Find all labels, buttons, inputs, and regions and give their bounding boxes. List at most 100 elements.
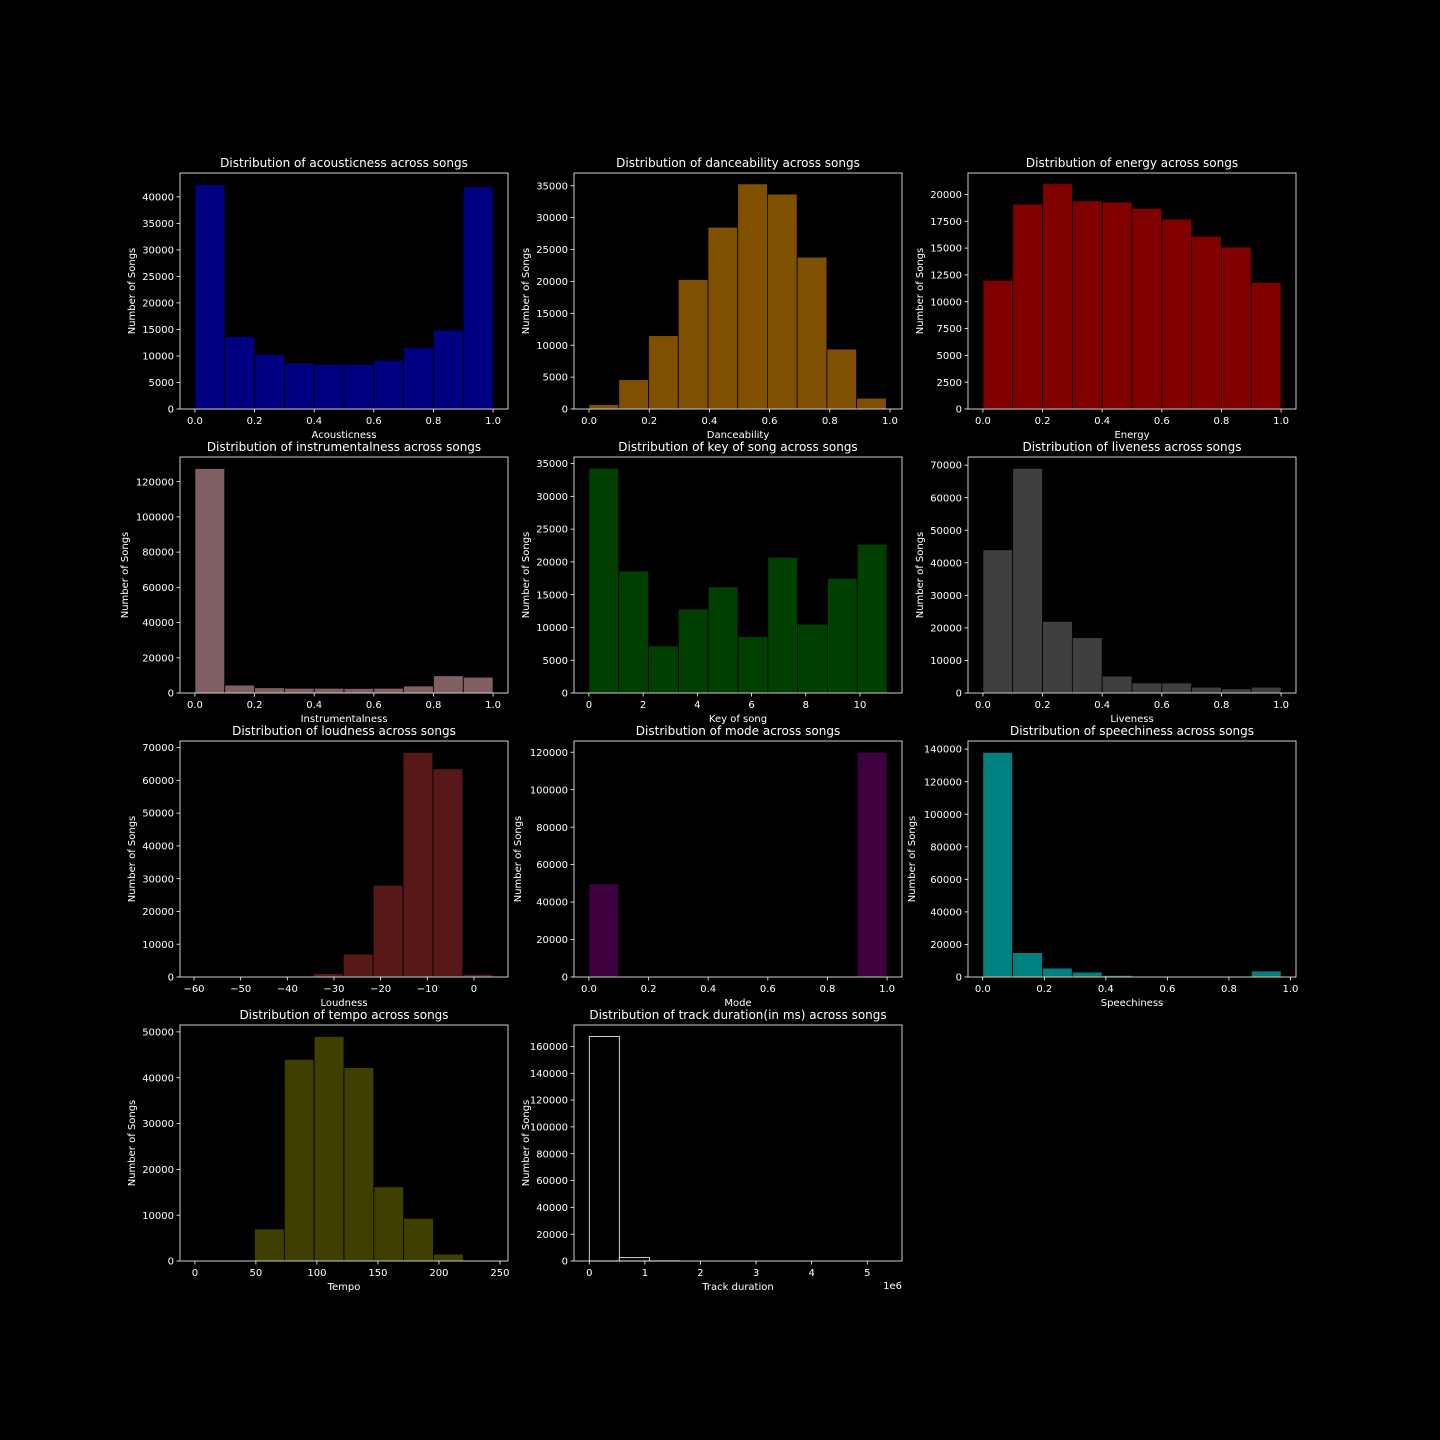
- histogram-bar: [737, 636, 769, 694]
- y-tick-label: 60000: [536, 860, 568, 871]
- y-tick-label: 60000: [142, 776, 174, 787]
- y-tick-label: 0: [168, 1257, 174, 1268]
- y-tick-label: 0: [168, 689, 174, 700]
- y-axis-label: Number of Songs: [907, 816, 918, 903]
- histogram-bar: [402, 752, 434, 978]
- y-tick-label: 25000: [142, 272, 174, 283]
- x-tick-label: 0.0: [187, 416, 203, 427]
- y-tick-label: 20000: [930, 940, 962, 951]
- histogram-bar: [1250, 686, 1282, 694]
- x-tick-label: 8: [803, 700, 809, 711]
- y-tick-label: 40000: [142, 192, 174, 203]
- chart-panel-2: 0.0 0.2 0.4 0.6 0.8 1.0 0 5000 10000 15000 20000 25…: [521, 156, 903, 441]
- y-axis-label: Number of Songs: [521, 1100, 532, 1187]
- x-tick-label: 1.0: [1273, 700, 1289, 711]
- x-axis-label: Danceability: [707, 430, 770, 441]
- y-tick-label: 15000: [142, 325, 174, 336]
- histogram-bar: [313, 1036, 345, 1262]
- axes-frame: [179, 740, 509, 978]
- y-tick-label: 35000: [536, 459, 568, 470]
- histogram-bar: [403, 347, 434, 410]
- y-tick-label: 5000: [543, 373, 568, 384]
- x-tick-label: 0.2: [247, 416, 263, 427]
- histogram-bar: [618, 570, 649, 694]
- histogram-bar: [767, 193, 798, 410]
- x-axis-label: Tempo: [327, 1282, 361, 1293]
- y-tick-label: 20000: [142, 653, 174, 664]
- x-tick-label: 250: [490, 1268, 509, 1279]
- x-tick-label: 100: [307, 1268, 326, 1279]
- histogram-bar: [856, 397, 887, 410]
- histogram-bar: [982, 751, 1014, 978]
- x-tick-label: −50: [230, 984, 251, 995]
- x-axis-label: Instrumentalness: [301, 714, 388, 725]
- x-tick-label: 0.6: [1154, 700, 1170, 711]
- histogram-bar: [342, 953, 374, 978]
- y-tick-label: 50000: [930, 526, 962, 537]
- x-tick-label: 0.4: [1098, 984, 1114, 995]
- x-tick-label: 0.2: [247, 700, 263, 711]
- x-tick-label: 0.8: [822, 416, 838, 427]
- y-tick-label: 20000: [142, 299, 174, 310]
- histogram-bar: [1161, 218, 1193, 410]
- y-tick-label: 20000: [536, 557, 568, 568]
- chart-title: Distribution of speechiness across songs: [1010, 724, 1254, 738]
- histogram-bar: [1042, 183, 1073, 410]
- y-tick-label: 100000: [530, 785, 568, 796]
- y-tick-label: 25000: [536, 245, 568, 256]
- x-axis-label: Speechiness: [1101, 998, 1164, 1009]
- y-tick-label: 80000: [536, 823, 568, 834]
- y-tick-label: 17500: [930, 217, 962, 228]
- histogram-bar: [433, 675, 464, 694]
- x-tick-label: 0.4: [1094, 700, 1110, 711]
- x-tick-label: 4: [808, 1268, 814, 1279]
- x-tick-label: 0.4: [306, 700, 322, 711]
- y-axis-label: Number of Songs: [915, 248, 926, 335]
- y-tick-label: 10000: [142, 1211, 174, 1222]
- chart-title: Distribution of liveness across songs: [1022, 440, 1241, 454]
- x-tick-label: 1.0: [485, 416, 501, 427]
- y-tick-label: 40000: [142, 618, 174, 629]
- histogram-bar: [1042, 967, 1073, 978]
- chart-title: Distribution of loudness across songs: [232, 724, 456, 738]
- histogram-bar: [403, 685, 434, 694]
- histogram-bar: [1250, 970, 1282, 978]
- histogram-bar: [1012, 952, 1043, 978]
- x-tick-label: 0.6: [366, 416, 382, 427]
- x-tick-label: 0.6: [762, 416, 778, 427]
- y-tick-label: 70000: [142, 743, 174, 754]
- y-tick-label: 60000: [142, 583, 174, 594]
- x-tick-label: 200: [429, 1268, 448, 1279]
- x-tick-label: 0.8: [426, 416, 442, 427]
- y-tick-label: 100000: [530, 1123, 568, 1134]
- histogram-bar: [677, 279, 709, 410]
- y-tick-label: 7500: [937, 324, 962, 335]
- histogram-bar: [373, 1186, 405, 1262]
- x-axis-label: Liveness: [1110, 714, 1153, 725]
- y-tick-label: 35000: [536, 181, 568, 192]
- x-tick-label: 0.4: [306, 416, 322, 427]
- chart-title: Distribution of danceability across song…: [616, 156, 860, 170]
- histogram-bar: [1042, 620, 1073, 694]
- x-tick-label: 0.0: [187, 700, 203, 711]
- histogram-bar: [856, 543, 888, 694]
- x-tick-label: 0.2: [1035, 416, 1051, 427]
- axes-frame: [179, 1024, 509, 1262]
- histogram-bar: [1101, 201, 1133, 410]
- x-tick-label: 0.0: [581, 984, 597, 995]
- chart-panel-10: 0 50 100 150 200 250 0 10000 20000 30000 40000 5000…: [127, 1008, 509, 1293]
- x-tick-label: 50: [250, 1268, 263, 1279]
- y-tick-label: 0: [168, 405, 174, 416]
- y-tick-label: 100000: [924, 810, 962, 821]
- x-tick-label: −20: [370, 984, 391, 995]
- x-tick-label: 0: [586, 1268, 592, 1279]
- histogram-bar: [982, 549, 1014, 694]
- histogram-bar: [677, 608, 709, 694]
- x-tick-label: 0.6: [1154, 416, 1170, 427]
- y-tick-label: 60000: [930, 493, 962, 504]
- histogram-bar: [283, 362, 315, 410]
- histogram-bar: [254, 1228, 285, 1262]
- histogram-bar: [1250, 282, 1282, 410]
- y-tick-label: 30000: [142, 1119, 174, 1130]
- y-tick-label: 120000: [136, 477, 174, 488]
